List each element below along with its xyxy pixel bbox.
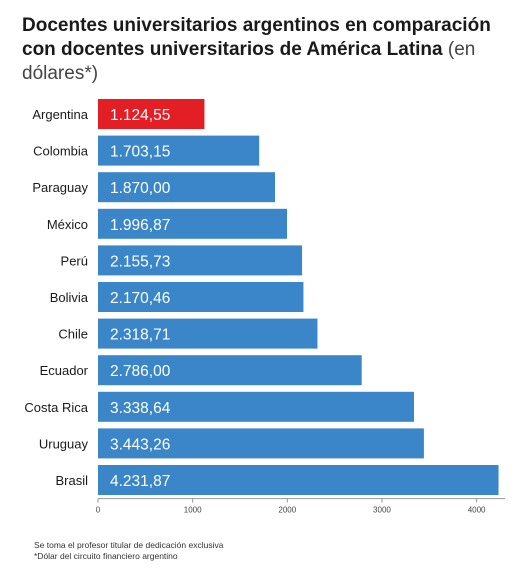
x-tick-label-2: 2000: [278, 506, 296, 515]
footnote-1: Se toma el profesor titular de dedicació…: [34, 540, 224, 550]
x-tick-label-3: 3000: [373, 506, 391, 515]
footnote-2: *Dólar del circuito financiero argentino: [34, 551, 178, 561]
category-label-10: Brasil: [55, 473, 88, 488]
chart-title-line2: con docentes universitarios de América L…: [22, 38, 522, 86]
value-label-0: 1.124,55: [110, 107, 170, 124]
value-label-6: 2.318,71: [110, 327, 170, 344]
value-label-5: 2.170,46: [110, 290, 170, 307]
x-tick-label-4: 4000: [468, 506, 486, 515]
value-label-1: 1.703,15: [110, 144, 170, 161]
value-label-8: 3.338,64: [110, 400, 171, 417]
bar-5: [98, 282, 304, 312]
bar-10: [98, 465, 499, 495]
value-label-4: 2.155,73: [110, 253, 170, 270]
bar-8: [98, 391, 415, 422]
bar-1: [98, 135, 260, 166]
value-label-7: 2.786,00: [110, 363, 171, 380]
category-label-7: Ecuador: [40, 363, 89, 378]
chart-title-line2-main: con docentes universitarios de América L…: [22, 39, 443, 60]
bar-2: [98, 172, 275, 203]
chart-title-line1: Docentes universitarios argentinos en co…: [22, 15, 491, 36]
category-label-6: Chile: [58, 327, 88, 342]
bar-6: [98, 318, 318, 349]
category-label-5: Bolivia: [50, 290, 89, 305]
category-label-3: México: [47, 217, 88, 232]
value-label-3: 1.996,87: [110, 217, 170, 234]
value-label-9: 3.443,26: [110, 436, 170, 453]
bar-3: [98, 208, 288, 239]
category-label-0: Argentina: [32, 107, 88, 122]
bar-9: [98, 428, 424, 459]
category-label-1: Colombia: [33, 144, 89, 159]
x-tick-label-0: 0: [96, 506, 101, 515]
footnotes: Se toma el profesor titular de dedicació…: [34, 540, 223, 562]
category-label-9: Uruguay: [39, 436, 89, 451]
category-label-2: Paraguay: [32, 180, 88, 195]
bar-4: [98, 245, 303, 276]
chart-title-suffix: (en dólares*): [22, 39, 476, 84]
x-tick-label-1: 1000: [184, 506, 202, 515]
value-label-10: 4.231,87: [110, 473, 170, 490]
category-label-4: Perú: [61, 253, 88, 268]
value-label-2: 1.870,00: [110, 180, 171, 197]
bar-7: [98, 355, 362, 386]
category-label-8: Costa Rica: [24, 400, 88, 415]
bar-0: [98, 99, 205, 129]
chart-title: Docentes universitarios argentinos en co…: [22, 14, 522, 86]
